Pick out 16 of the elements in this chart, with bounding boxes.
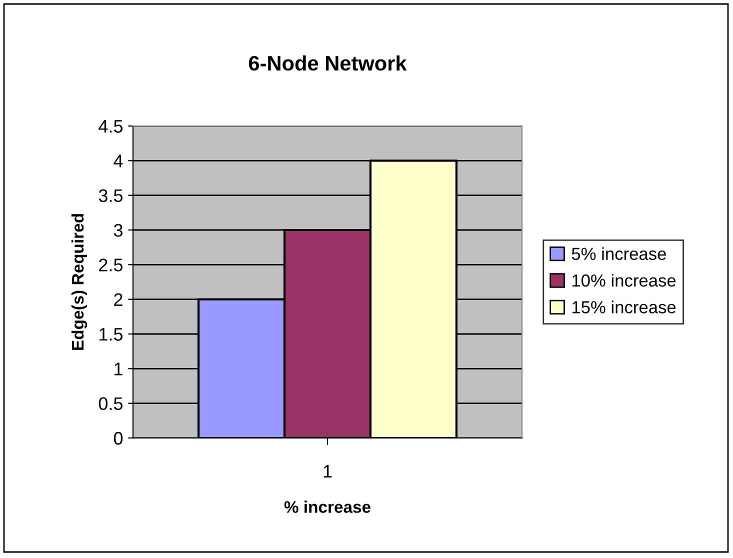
y-tick-label: 4.5: [98, 120, 123, 133]
legend-label: 5% increase: [572, 247, 666, 260]
x-axis-title: % increase: [284, 500, 370, 513]
y-axis-title: Edge(s) Required: [71, 214, 88, 350]
legend-label: 15% increase: [572, 300, 676, 314]
legend-label: 10% increase: [572, 274, 676, 287]
y-tick-label: 3: [114, 224, 122, 237]
y-tick-label: 1: [114, 362, 122, 376]
y-tick-label: 2.5: [99, 258, 123, 272]
y-tick-label: 0.5: [98, 397, 123, 410]
y-tick-label: 0: [114, 432, 123, 445]
chart-title: 6-Node Network: [248, 55, 407, 71]
y-tick-label: 4: [114, 154, 123, 168]
y-tick-label: 2: [114, 293, 122, 306]
y-tick-label: 3.5: [98, 189, 123, 202]
y-tick-label: 1.5: [100, 328, 123, 341]
